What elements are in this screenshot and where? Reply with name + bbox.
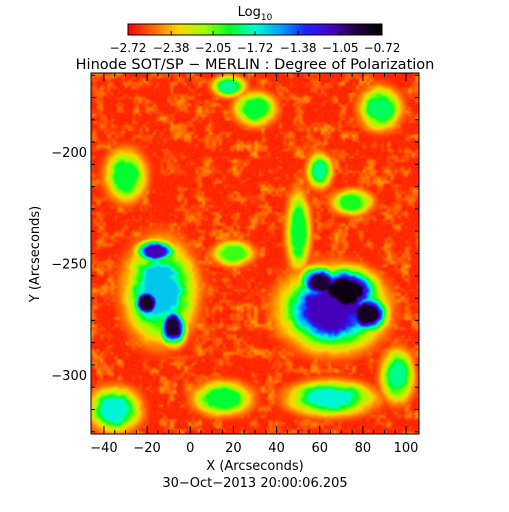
- heatmap-image: [91, 73, 419, 434]
- y-tick-label: −300: [51, 369, 87, 384]
- x-tick-label: 100: [394, 441, 419, 456]
- colorbar-tick-label: −2.05: [195, 41, 232, 55]
- y-axis-label: Y (Arcseconds): [28, 206, 43, 303]
- colorbar-tick-label: −2.38: [153, 41, 190, 55]
- x-axis-label: X (Arcseconds): [206, 459, 303, 474]
- x-tick-label: −20: [133, 441, 160, 456]
- x-tick-label: 60: [311, 441, 328, 456]
- y-tick-label: −200: [51, 146, 87, 161]
- chart-title: Hinode SOT/SP − MERLIN : Degree of Polar…: [76, 57, 435, 73]
- x-tick-label: 80: [355, 441, 372, 456]
- y-tick-label: −250: [51, 258, 87, 273]
- colorbar-tick-label: −2.72: [110, 41, 147, 55]
- x-tick-label: 20: [225, 441, 242, 456]
- timestamp: 30−Oct−2013 20:00:06.205: [162, 476, 347, 491]
- x-tick-label: 40: [268, 441, 285, 456]
- colorbar-tick-label: −1.72: [237, 41, 274, 55]
- x-axis: −40 −20 0 20 40 60 80 100: [90, 73, 418, 456]
- x-tick-label: 0: [186, 441, 194, 456]
- colorbar-tick-label: −1.05: [322, 41, 359, 55]
- x-tick-label: −40: [90, 441, 117, 456]
- colorbar-tick-label: −1.38: [280, 41, 317, 55]
- colorbar-title: Log10: [238, 5, 273, 23]
- colorbar-tick-label: −0.72: [364, 41, 401, 55]
- colorbar-ticks: −2.72 −2.38 −2.05 −1.72 −1.38 −1.05 −0.72: [110, 31, 401, 55]
- y-axis: −300 −250 −200: [51, 74, 419, 433]
